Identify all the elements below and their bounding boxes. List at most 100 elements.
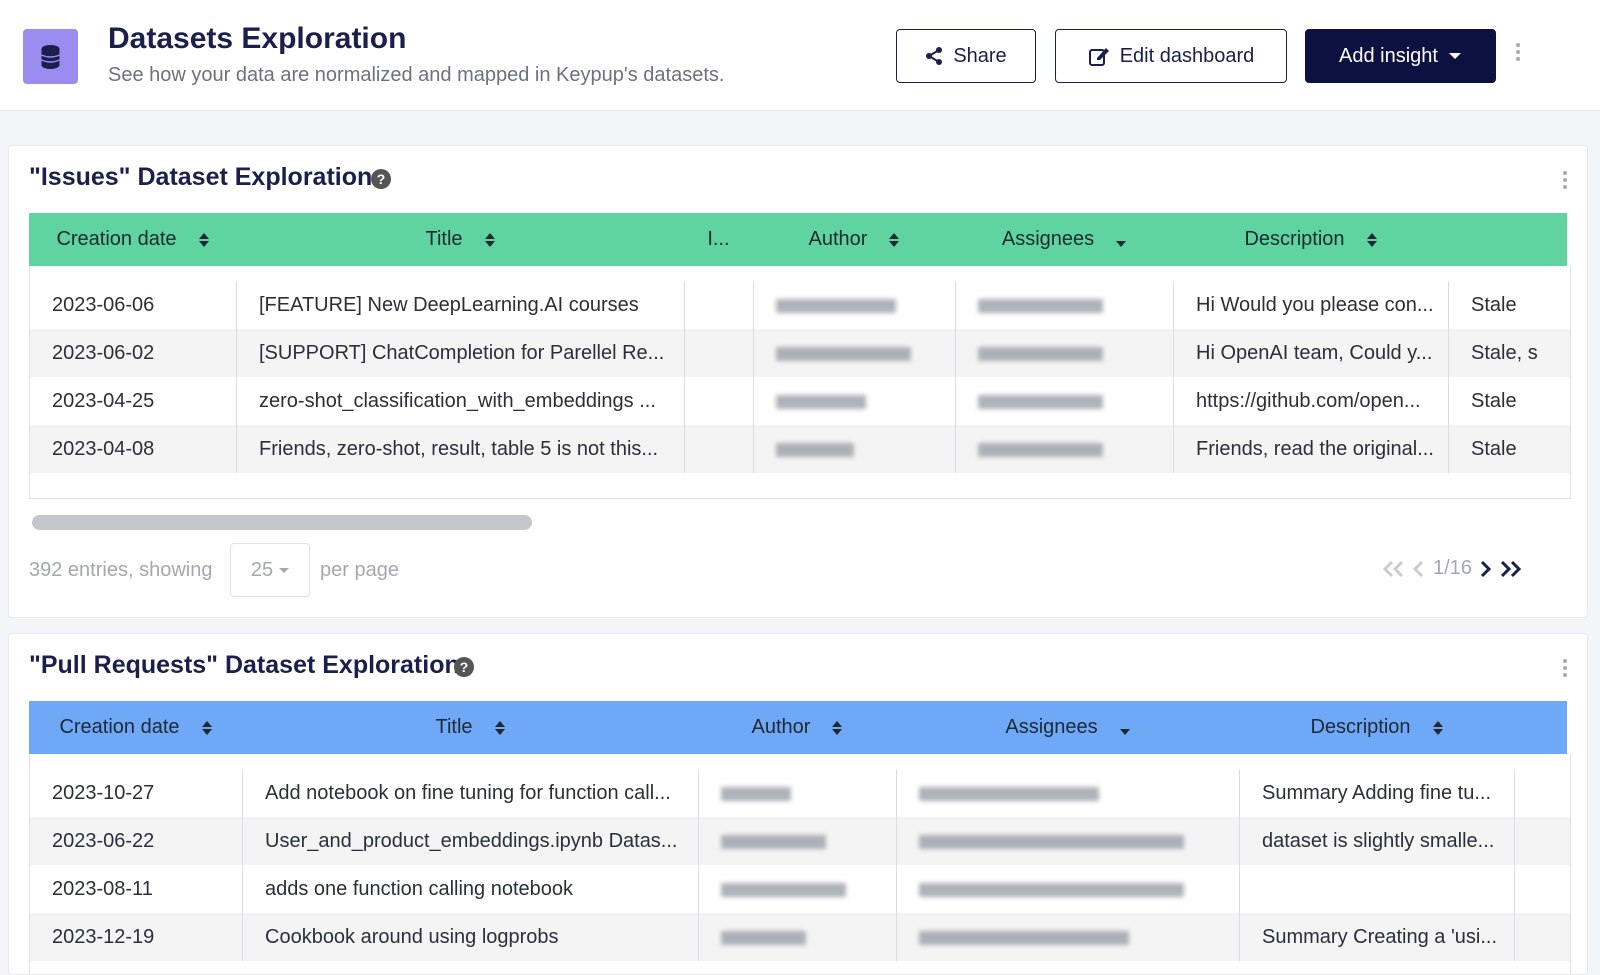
table-cell: [956, 281, 1174, 329]
header-menu[interactable]: [1516, 43, 1520, 64]
table-cell: [685, 281, 754, 329]
column-header[interactable]: Title: [242, 701, 698, 754]
sort-icon[interactable]: [484, 232, 495, 247]
scrollbar[interactable]: [32, 515, 532, 530]
sort-icon[interactable]: [201, 720, 212, 735]
cell-text: zero-shot_classification_with_embeddings…: [259, 390, 656, 412]
column-header[interactable]: Creation date: [29, 213, 236, 266]
table-body: 2023-06-06 [FEATURE] New DeepLearning.AI …: [29, 266, 1571, 499]
cell-text: 2023-10-27: [52, 782, 155, 804]
sort-icon[interactable]: [832, 720, 843, 735]
redacted-text: [919, 786, 1099, 801]
table-cell: Add notebook on fine tuning for function…: [243, 769, 699, 817]
redacted-text: [978, 298, 1103, 313]
help-icon[interactable]: ?: [454, 657, 474, 677]
page-nav[interactable]: [1413, 559, 1425, 579]
share-button[interactable]: Share: [896, 29, 1036, 83]
sort-icon[interactable]: [1366, 232, 1377, 247]
column-label: Author: [808, 228, 868, 250]
table-cell: [956, 425, 1174, 473]
table-cell: [SUPPORT] ChatCompletion for Parellel Re…: [237, 329, 685, 377]
panel-menu[interactable]: [1563, 171, 1567, 192]
column-label: Description: [1310, 716, 1411, 738]
add-insight-button[interactable]: Add insight: [1305, 29, 1496, 83]
column-header[interactable]: Assignees: [955, 213, 1173, 266]
column-header[interactable]: Author: [753, 213, 955, 266]
table-cell: Cookbook around using logprobs: [243, 913, 699, 961]
table-body: 2023-10-27 Add notebook on fine tuning fo…: [29, 754, 1571, 974]
column-header[interactable]: Title: [236, 213, 684, 266]
table-cell: [1515, 817, 1570, 865]
cell-text: 2023-06-22: [52, 830, 155, 852]
redacted-text: [721, 786, 791, 801]
table-cell: [699, 769, 897, 817]
page-nav[interactable]: [1480, 559, 1492, 579]
cell-text: 2023-08-11: [52, 878, 153, 900]
redacted-text: [978, 394, 1103, 409]
help-icon[interactable]: ?: [371, 169, 391, 189]
cell-text: Summary Creating a 'usi...: [1262, 926, 1498, 948]
redacted-text: [776, 298, 896, 313]
table-cell: [699, 865, 897, 913]
table-header: Creation date Title Author Assignees Descrip…: [29, 701, 1567, 754]
column-label: Creation date: [59, 716, 180, 738]
table-cell: 2023-08-11: [30, 865, 243, 913]
cell-text: Hi Would you please con...: [1196, 294, 1434, 316]
panel-title: "Issues" Dataset Exploration: [29, 163, 373, 191]
edit-dashboard-button[interactable]: Edit dashboard: [1055, 29, 1287, 83]
cell-text: 2023-06-02: [52, 342, 155, 364]
table-cell: [754, 281, 956, 329]
cell-text: Cookbook around using logprobs: [265, 926, 559, 948]
column-header[interactable]: Assignees: [896, 701, 1239, 754]
page-nav[interactable]: [1500, 559, 1522, 579]
table-cell: Hi Would you please con...: [1174, 281, 1449, 329]
table-cell: [956, 377, 1174, 425]
table-cell: [897, 817, 1240, 865]
sort-icon[interactable]: [1119, 721, 1130, 735]
column-label: Title: [435, 716, 473, 738]
edit-icon: [1088, 48, 1109, 66]
table-cell: 2023-06-02: [30, 329, 237, 377]
cell-text: User_and_product_embeddings.ipynb Datas.…: [265, 830, 678, 852]
column-header[interactable]: I...: [684, 213, 753, 266]
column-header[interactable]: Author: [698, 701, 896, 754]
per-page-value: 25: [250, 558, 274, 581]
sort-icon[interactable]: [1116, 233, 1127, 247]
table-cell: [FEATURE] New DeepLearning.AI courses: [237, 281, 685, 329]
page-nav[interactable]: [1383, 559, 1405, 579]
table-cell: [897, 913, 1240, 961]
table-row: 2023-04-08 Friends, zero-shot, result, ta…: [30, 425, 1570, 473]
table-row: 2023-06-22 User_and_product_embeddings.ip…: [30, 817, 1570, 865]
cell-text: 2023-12-19: [52, 926, 155, 948]
table-cell: [1515, 913, 1570, 961]
header: Datasets Exploration See how your data a…: [0, 0, 1600, 111]
column-header[interactable]: Description: [1239, 701, 1514, 754]
table-cell: zero-shot_classification_with_embeddings…: [237, 377, 685, 425]
sort-icon[interactable]: [494, 720, 505, 735]
table-cell: [685, 329, 754, 377]
cell-text: Stale: [1471, 294, 1517, 316]
column-header[interactable]: Creation date: [29, 701, 242, 754]
sort-icon[interactable]: [889, 232, 900, 247]
cell-text: 2023-06-06: [52, 294, 155, 316]
column-label: Author: [751, 716, 811, 738]
panel-menu[interactable]: [1563, 659, 1567, 680]
table-cell: [685, 425, 754, 473]
cell-text: Friends, zero-shot, result, table 5 is n…: [259, 438, 659, 460]
sort-icon[interactable]: [198, 232, 209, 247]
column-label: Assignees: [1005, 716, 1098, 738]
database-glyph: [41, 45, 60, 69]
table-cell: adds one function calling notebook: [243, 865, 699, 913]
sort-icon[interactable]: [1432, 720, 1443, 735]
per-page-select[interactable]: 25: [230, 543, 310, 597]
cell-text: adds one function calling notebook: [265, 878, 574, 900]
table-cell: Friends, zero-shot, result, table 5 is n…: [237, 425, 685, 473]
share-icon: [926, 47, 943, 65]
table-row: 2023-06-06 [FEATURE] New DeepLearning.AI …: [30, 281, 1570, 329]
table-cell: [699, 817, 897, 865]
cell-text: https://github.com/open...: [1196, 390, 1421, 412]
table-cell: [754, 425, 956, 473]
column-header[interactable]: Description: [1173, 213, 1448, 266]
table-cell: https://github.com/open...: [1174, 377, 1449, 425]
